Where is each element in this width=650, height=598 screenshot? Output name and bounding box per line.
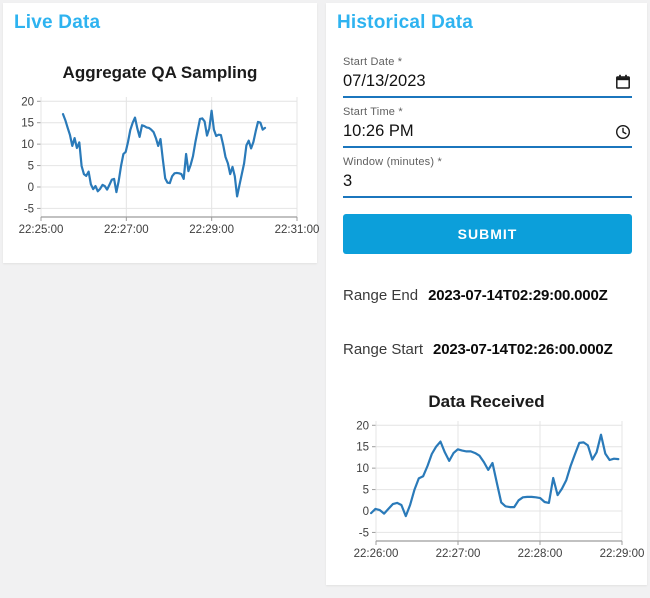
svg-text:-5: -5 <box>24 203 34 215</box>
svg-text:22:31:00: 22:31:00 <box>275 224 320 236</box>
start-time-field: Start Time * 10:26 PM <box>343 106 632 148</box>
range-start-row: Range Start 2023-07-14T02:26:00.000Z <box>343 341 637 358</box>
start-time-input[interactable]: 10:26 PM <box>343 118 632 148</box>
svg-text:15: 15 <box>21 118 34 130</box>
svg-text:5: 5 <box>28 161 34 173</box>
start-date-label: Start Date * <box>343 56 403 68</box>
window-minutes-field: Window (minutes) * 3 <box>343 156 632 198</box>
svg-text:22:29:00: 22:29:00 <box>189 224 234 236</box>
svg-text:22:29:00: 22:29:00 <box>600 548 645 560</box>
historical-chart-plot: -5 0 5 10 15 20 22:26:00 22:27:00 22:28:00 22:29:… <box>354 420 645 560</box>
start-date-input[interactable]: 07/13/2023 <box>343 68 632 98</box>
start-time-label: Start Time * <box>343 106 403 118</box>
historical-data-heading: Historical Data <box>337 12 474 33</box>
calendar-icon[interactable] <box>615 74 631 90</box>
live-chart-title: Aggregate QA Sampling <box>62 63 258 82</box>
svg-text:10: 10 <box>21 139 34 151</box>
svg-text:0: 0 <box>28 182 34 194</box>
window-minutes-value[interactable]: 3 <box>343 172 353 190</box>
range-start-label: Range Start <box>343 341 424 358</box>
svg-text:0: 0 <box>363 506 369 518</box>
range-start-value: 2023-07-14T02:26:00.000Z <box>433 341 613 358</box>
svg-text:-5: -5 <box>359 527 369 539</box>
svg-text:5: 5 <box>363 485 369 497</box>
svg-text:10: 10 <box>356 463 369 475</box>
start-time-value[interactable]: 10:26 PM <box>343 122 414 140</box>
live-data-heading: Live Data <box>14 12 101 33</box>
range-end-value: 2023-07-14T02:29:00.000Z <box>428 287 608 304</box>
submit-button[interactable]: SUBMIT <box>343 214 632 254</box>
historical-chart-title: Data Received <box>428 392 545 411</box>
svg-text:15: 15 <box>356 442 369 454</box>
live-data-panel: Live Data Aggregate QA Sampling -5 0 5 10 15… <box>3 3 320 263</box>
start-date-value[interactable]: 07/13/2023 <box>343 72 426 90</box>
svg-text:22:25:00: 22:25:00 <box>19 224 64 236</box>
range-end-label: Range End <box>343 287 419 304</box>
svg-text:20: 20 <box>21 96 34 108</box>
window-minutes-input[interactable]: 3 <box>343 168 632 198</box>
historical-data-panel: Historical Data Start Date * 07/13/2023 … <box>326 3 647 585</box>
svg-text:22:27:00: 22:27:00 <box>104 224 149 236</box>
clock-icon[interactable] <box>615 124 631 140</box>
svg-text:20: 20 <box>356 420 369 432</box>
start-date-field: Start Date * 07/13/2023 <box>343 56 632 98</box>
svg-text:22:27:00: 22:27:00 <box>436 548 481 560</box>
range-end-row: Range End 2023-07-14T02:29:00.000Z <box>343 287 637 304</box>
svg-text:22:26:00: 22:26:00 <box>354 548 399 560</box>
window-minutes-label: Window (minutes) * <box>343 156 442 168</box>
svg-text:22:28:00: 22:28:00 <box>518 548 563 560</box>
live-chart-plot: -5 0 5 10 15 20 22:25:00 22:27:00 22:29:00 22:31:… <box>19 96 320 236</box>
